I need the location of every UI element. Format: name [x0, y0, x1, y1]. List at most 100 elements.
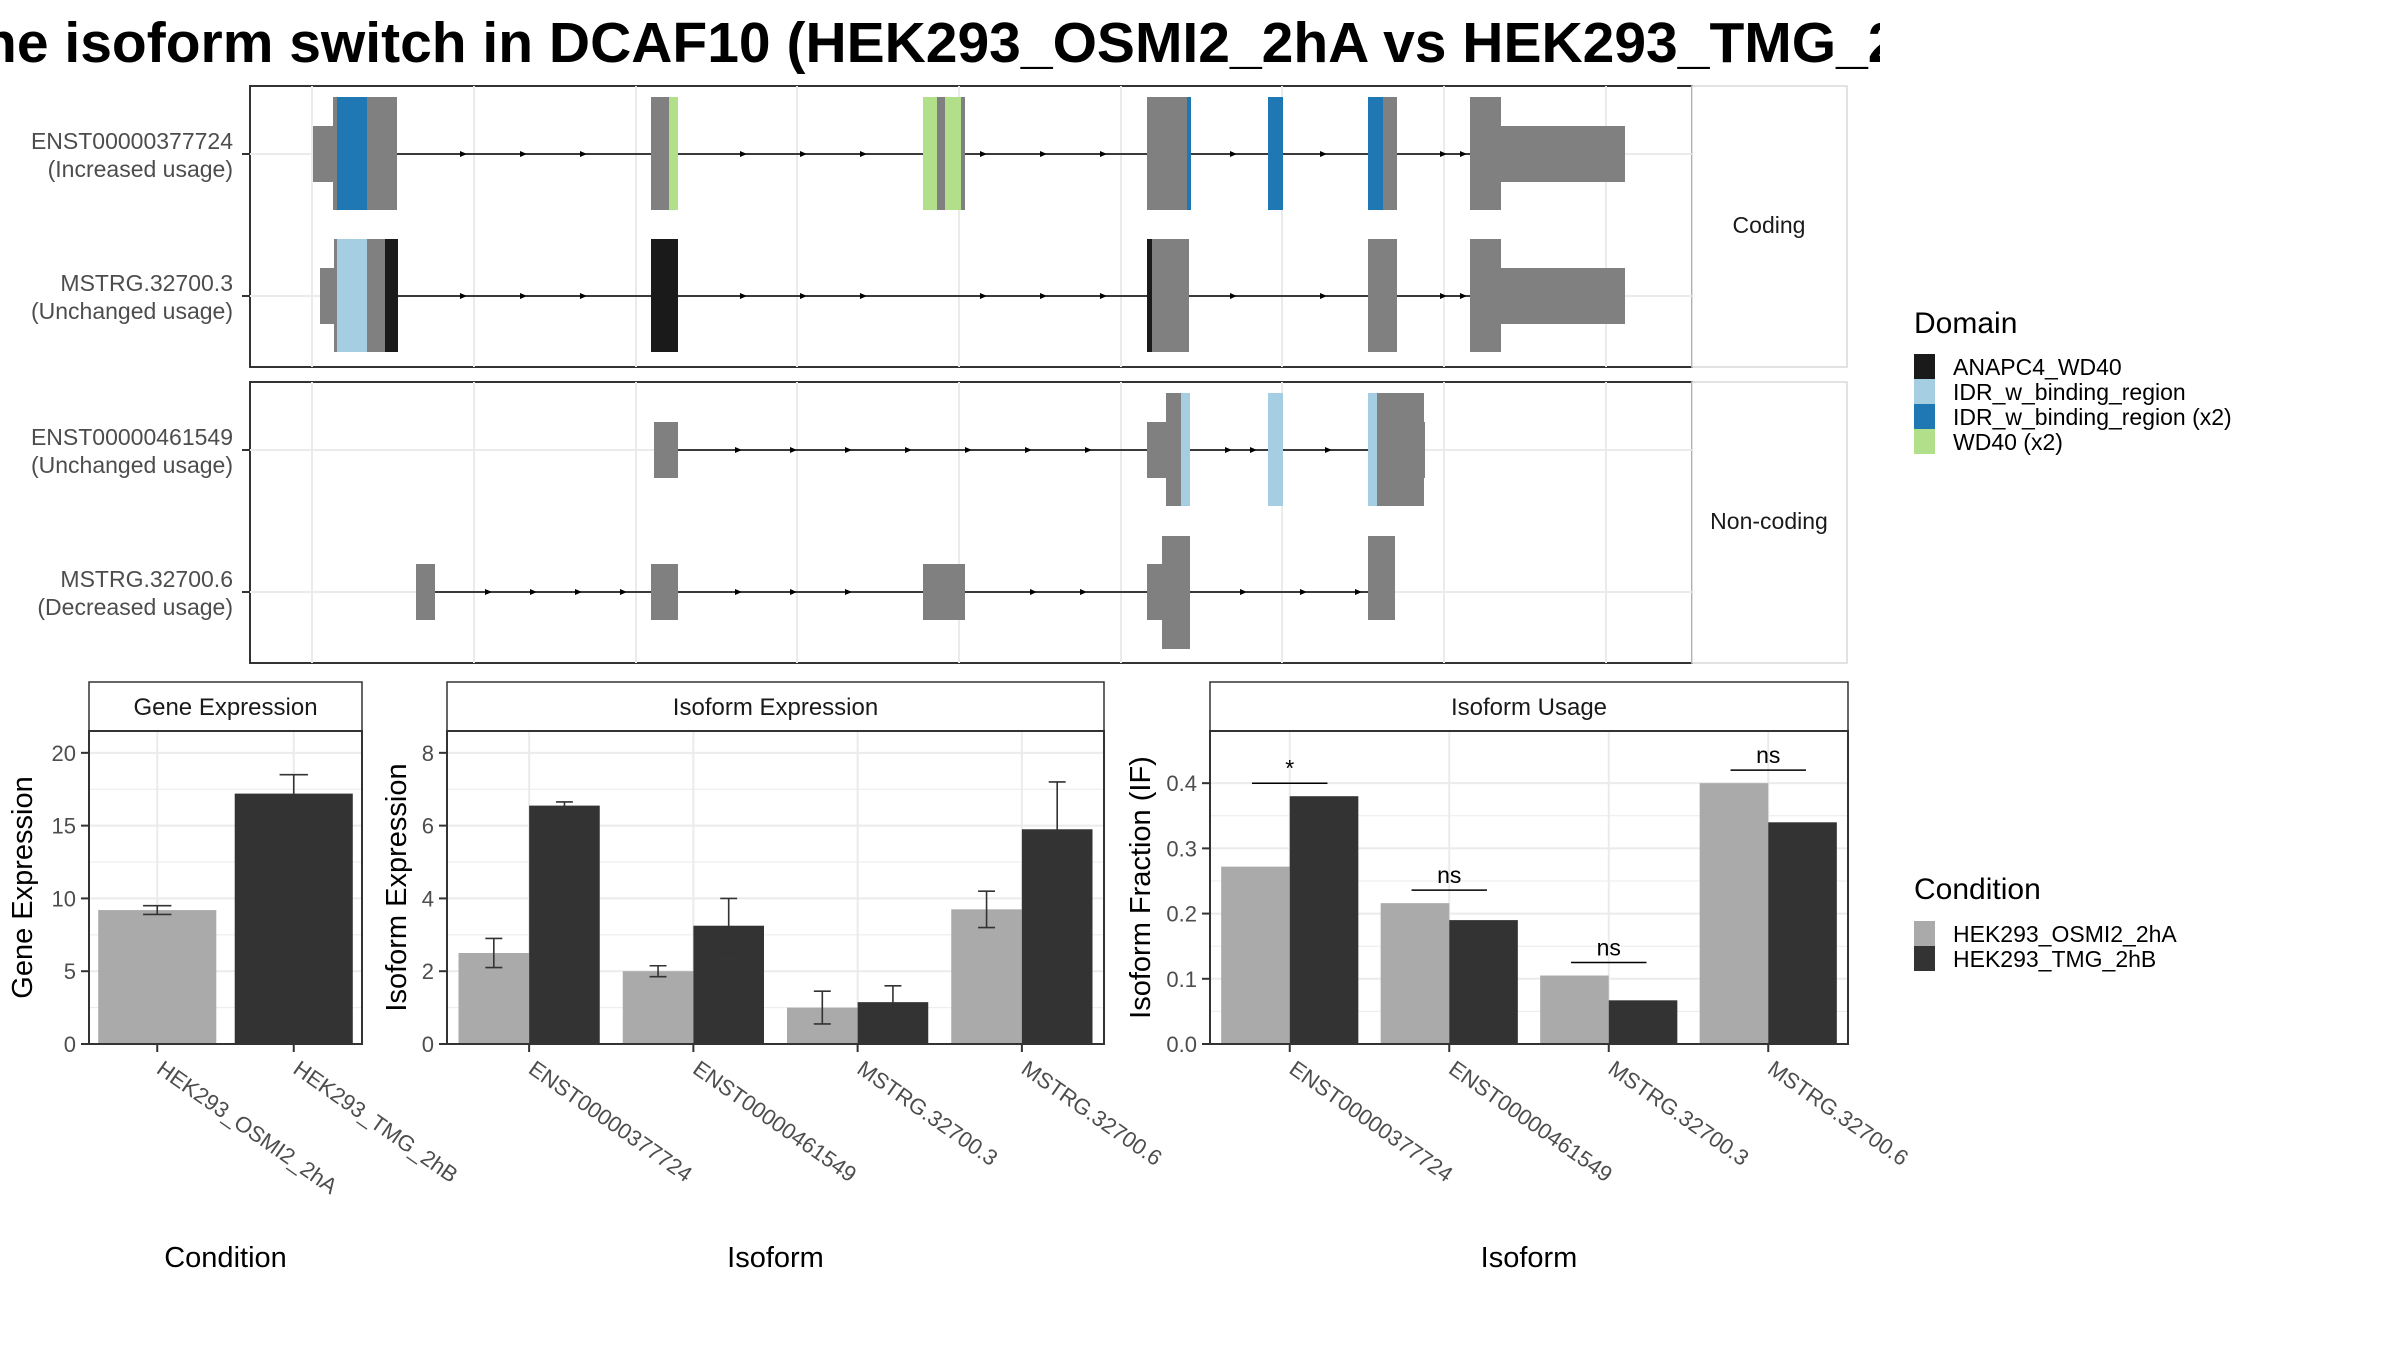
utr-exon — [416, 564, 435, 620]
transcript-1-id: ENST00000377724 — [31, 128, 233, 154]
y-tick-label: 0 — [64, 1032, 76, 1057]
x-tick-label: ENST00000377724 — [1285, 1056, 1458, 1187]
x-axis-title: Isoform — [1481, 1242, 1578, 1274]
utr-exon — [1500, 268, 1625, 324]
facet-coding: Coding — [249, 85, 1848, 368]
error-bar-mstrg-32700-6 — [978, 890, 996, 929]
utr-exon — [313, 126, 334, 182]
y-tick-label: 20 — [52, 741, 76, 766]
utr-exon — [1500, 126, 1625, 182]
domain-wd40 — [945, 97, 961, 210]
transcript-3-id: ENST00000461549 — [31, 424, 233, 450]
exon-domain-idr — [1268, 393, 1283, 506]
legend-key-idr-x2 — [1914, 404, 1935, 429]
legend-label-idr-x2: IDR_w_binding_region (x2) — [1953, 404, 2232, 430]
intron-arrows — [485, 589, 1362, 595]
transcript-mstrg-32700-6-model — [416, 536, 1395, 649]
legend-key-osmi2 — [1914, 921, 1935, 946]
x-tick-label: MSTRG.32700.6 — [1017, 1056, 1167, 1171]
y-tick-label: 6 — [422, 814, 434, 839]
x-axis: ENST00000377724ENST00000461549MSTRG.3270… — [524, 1044, 1167, 1274]
significance-label: ns — [1437, 862, 1461, 888]
bar-enst00000461549-hek293-osmi2-2ha — [1380, 903, 1450, 1044]
exon — [1162, 536, 1190, 649]
y-tick-label: 0.3 — [1166, 836, 1197, 861]
domain-idr-x2 — [337, 97, 367, 210]
condition-legend-title: Condition — [1914, 873, 2041, 906]
bar-enst00000461549-hek293-osmi2-2ha — [622, 971, 694, 1044]
transcript-4-id: MSTRG.32700.6 — [60, 566, 233, 592]
domain-anapc4-wd40 — [385, 239, 398, 352]
domain-legend-title: Domain — [1914, 307, 2017, 340]
y-axis: 0.0 0.1 0.2 0.3 0.4 Isoform Fraction (IF) — [1125, 756, 1210, 1057]
strip-isoform-usage — [1209, 681, 1849, 732]
exon — [1147, 97, 1191, 210]
bar-enst00000377724-hek293-tmg-2hb — [529, 805, 600, 1044]
domain-idr — [337, 239, 367, 352]
transcript-1-usage: (Increased usage) — [48, 156, 233, 182]
utr-exon — [1147, 422, 1167, 478]
y-axis: 0 5 10 15 20 Gene Expression — [7, 741, 89, 1057]
error-bar-enst00000461549 — [720, 897, 738, 954]
panel-border — [446, 730, 1105, 1045]
panel-isoform-usage: Isoform Usage * ns ns ns 0.0 0.1 0.2 0.3 0.4 Isofo… — [1125, 681, 1913, 1274]
significance-label: ns — [1756, 742, 1780, 768]
plot-title: ne isoform switch in DCAF10 (HEK293_OSMI… — [0, 8, 1880, 78]
y-axis-title: Isoform Expression — [381, 763, 413, 1011]
bar-mstrg-32700-6-hek293-tmg-2hb — [1768, 822, 1837, 1044]
transcript-4-usage: (Decreased usage) — [37, 594, 233, 620]
utr-exon — [654, 422, 678, 478]
domain-wd40 — [923, 97, 937, 210]
strip-gene-expression — [88, 681, 363, 732]
panel-isoform-expression: Isoform Expression 0 2 4 6 8 Isoform Expressio… — [381, 681, 1167, 1274]
y-tick-label: 15 — [52, 814, 76, 839]
legend-key-tmg — [1914, 946, 1935, 971]
x-tick-label: ENST00000461549 — [689, 1056, 862, 1187]
error-bar-hek293-tmg-2hb — [279, 773, 308, 812]
panel-border — [1209, 730, 1849, 1045]
bar-enst00000377724-hek293-tmg-2hb — [1289, 796, 1359, 1044]
legend-label-osmi2: HEK293_OSMI2_2hA — [1953, 921, 2177, 947]
y-axis-title: Gene Expression — [7, 776, 39, 998]
bar-mstrg-32700-3-hek293-tmg-2hb — [1608, 1000, 1678, 1044]
strip-label: Isoform Expression — [673, 694, 878, 721]
utr-exon — [923, 564, 965, 620]
utr-exon — [651, 564, 678, 620]
domain-anapc4-wd40 — [1147, 239, 1152, 352]
error-bar-mstrg-32700-6 — [1048, 781, 1066, 878]
legend-label-anapc4-wd40: ANAPC4_WD40 — [1953, 354, 2122, 380]
coding-panel — [249, 85, 1693, 368]
exon — [1368, 239, 1397, 352]
transcript-enst00000461549-model — [654, 393, 1425, 506]
y-tick-label: 0.0 — [1166, 1032, 1197, 1057]
bars: * ns ns ns — [1221, 742, 1837, 1044]
y-tick-label: 0.2 — [1166, 902, 1197, 927]
exon — [1470, 97, 1501, 210]
utr-exon — [320, 268, 335, 324]
legend-key-anapc4-wd40 — [1914, 354, 1935, 379]
panel-border — [88, 730, 363, 1045]
strip-coding — [1691, 85, 1848, 368]
x-tick-label: ENST00000461549 — [1444, 1056, 1617, 1187]
significance-label: ns — [1597, 935, 1621, 961]
exon — [1147, 239, 1189, 352]
noncoding-panel — [249, 381, 1693, 664]
bar-hek293-osmi2-2ha — [98, 910, 217, 1044]
error-bar-mstrg-32700-3 — [813, 990, 831, 1025]
legend-key-idr — [1914, 379, 1935, 404]
error-bar-enst00000377724 — [485, 937, 503, 969]
strip-coding-label: Coding — [1733, 212, 1806, 238]
transcript-3-usage: (Unchanged usage) — [31, 452, 233, 478]
domain-idr-x2 — [1187, 97, 1191, 210]
intron-arrows — [735, 447, 1332, 453]
x-axis-title: Isoform — [727, 1242, 824, 1274]
transcript-ticks — [242, 153, 250, 593]
domain-idr — [1181, 393, 1190, 506]
error-bar-enst00000461549 — [649, 964, 667, 978]
y-tick-label: 2 — [422, 959, 434, 984]
bar-hek293-tmg-2hb — [234, 793, 353, 1044]
x-tick-label: MSTRG.32700.6 — [1763, 1056, 1913, 1171]
facet-noncoding: Non-coding — [249, 381, 1848, 664]
